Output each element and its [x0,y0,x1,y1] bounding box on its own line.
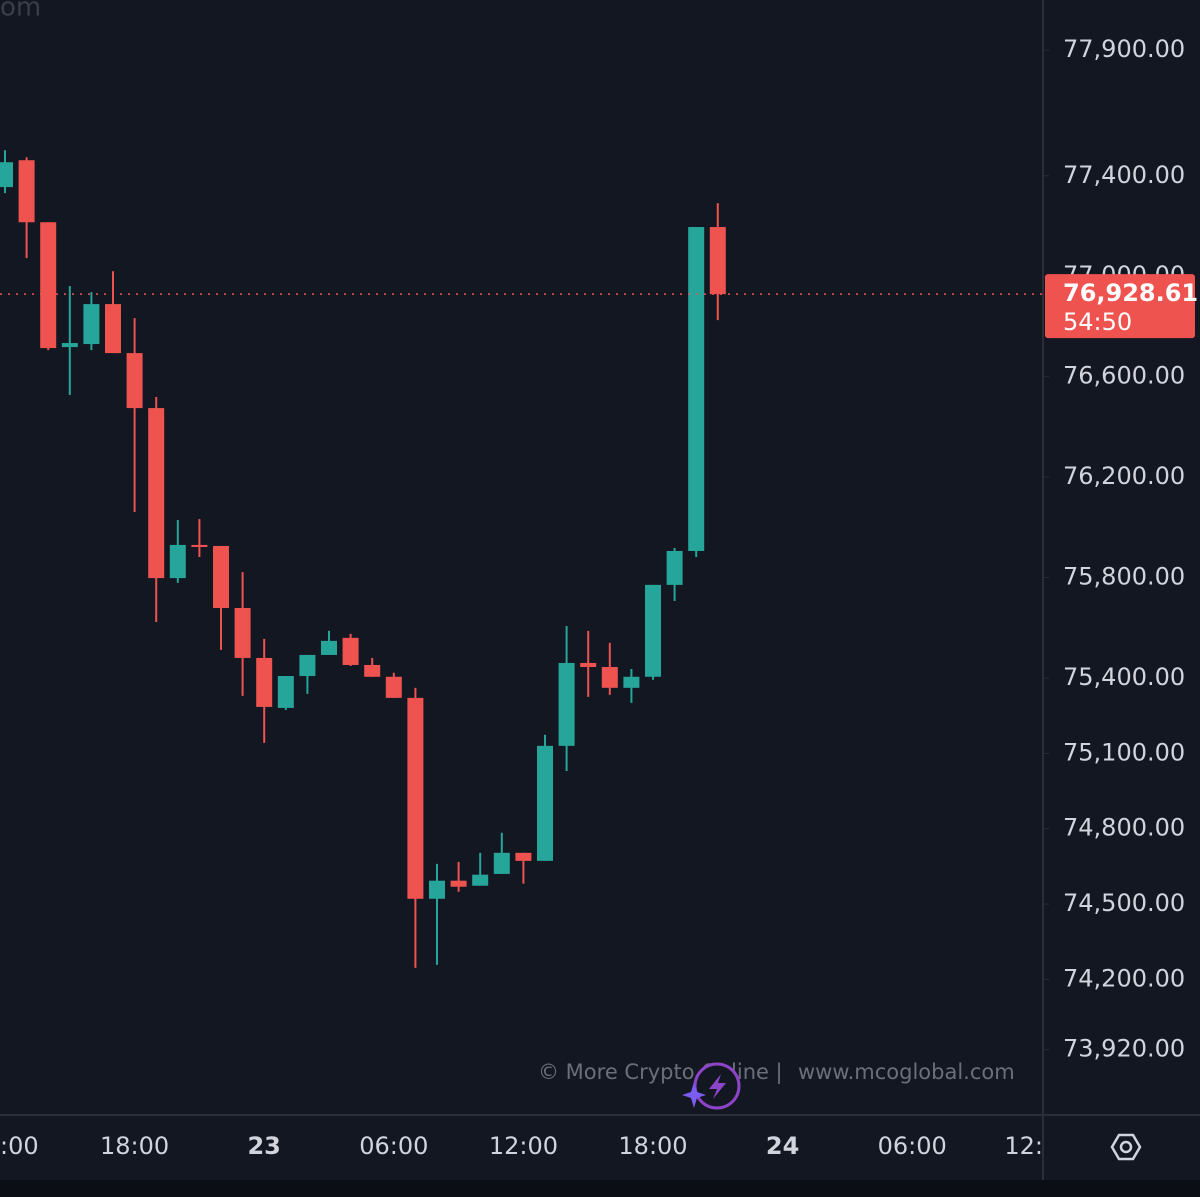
candle-body [148,408,165,579]
candle-body [213,545,229,608]
y-tick-label: 77,900.00 [1063,35,1185,63]
candle-body [601,666,618,688]
watermark: www.mcoglobal.com [798,1060,1015,1084]
candle-body [342,637,359,665]
y-tick-label: 77,400.00 [1063,161,1185,189]
candle-body [0,162,13,188]
candle-body [493,852,510,874]
candle-body [429,880,445,899]
candle-body [277,676,294,708]
candle-body [234,607,251,658]
candle-body [558,662,575,746]
x-tick-label: 18:00 [618,1132,687,1160]
candle-body [709,227,726,295]
price-countdown: 54:50 [1063,308,1132,336]
candle-body [580,662,597,667]
settings-icon[interactable] [1110,1133,1142,1161]
watermark: | [775,1060,782,1085]
candle-body [299,654,316,677]
x-tick-label: 12: [1004,1132,1043,1160]
y-tick-label: 74,800.00 [1063,814,1185,842]
candle-body [472,874,489,886]
candle-body [364,664,381,677]
candle-body [407,697,424,899]
logo-bolt [709,1074,726,1099]
x-tick-label: 12:00 [489,1132,558,1160]
y-tick-label: 75,800.00 [1063,563,1185,591]
candle-body [515,852,532,861]
x-tick-label: 06:00 [359,1132,428,1160]
price-label-box [1045,274,1195,339]
candle-body [40,222,57,349]
corner-text: om [0,0,41,23]
x-tick-label: :00 [0,1132,39,1160]
y-tick-label: 74,500.00 [1063,889,1185,917]
x-tick-label: 23 [247,1132,280,1160]
y-tick-label: 75,100.00 [1063,738,1185,766]
price-label: 76,928.61 [1063,279,1198,307]
candle-body [256,657,273,707]
candle-body [321,640,337,655]
y-tick-label: 76,600.00 [1063,362,1185,390]
candle-body [537,745,553,861]
x-tick-label: 06:00 [878,1132,947,1160]
y-tick-label: 76,200.00 [1063,462,1185,490]
candle-body [105,304,121,354]
y-tick-label: 75,400.00 [1063,663,1185,691]
candle-body [169,544,186,579]
candle-body [191,544,208,547]
candle-body [623,676,640,688]
candle-body [83,304,100,345]
candle-body [385,676,402,698]
y-tick-label: 73,920.00 [1063,1035,1185,1063]
watermark-logo [682,1062,741,1110]
candle-body [666,550,683,585]
bottom-strip [0,1180,1200,1197]
candle-body [18,160,35,223]
candle-body [126,353,143,409]
candle-body [61,343,78,348]
candle-body [645,584,661,677]
x-tick-label: 18:00 [100,1132,169,1160]
candle-body [450,880,467,887]
y-tick-label: 74,200.00 [1063,964,1185,992]
x-tick-label: 24 [766,1132,799,1160]
logo-star [682,1082,706,1108]
candle-body [688,227,705,551]
